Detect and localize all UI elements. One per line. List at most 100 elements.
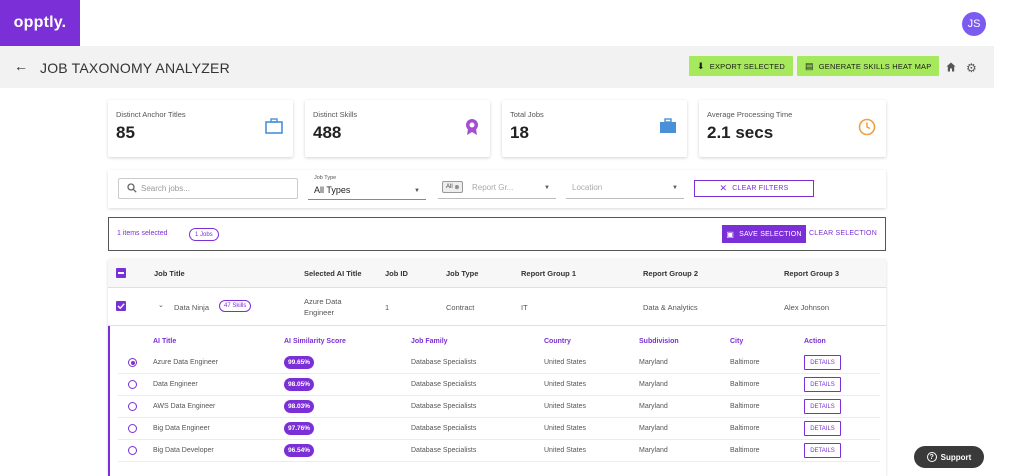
col-job-title[interactable]: Job Title [154,269,185,278]
subdivision: Maryland [639,359,668,366]
list-item[interactable]: AWS Data Engineer 98.03% Database Specia… [118,396,880,418]
briefcase-outline-icon [265,118,283,134]
save-icon: ▣ [726,229,735,239]
items-selected-text: 1 items selected [117,230,168,237]
job-type-cell: Contract [446,303,475,312]
skills-pill[interactable]: 47 Skills [219,300,252,312]
subcol-ai-title: AI Title [153,338,177,345]
home-icon[interactable] [946,62,956,72]
top-bar: opptly. JS [0,0,1024,46]
page-title: JOB TAXONOMY ANALYZER [40,60,230,76]
details-button[interactable]: DETAILS [804,377,841,392]
subcol-action: Action [804,338,826,345]
chevron-down-icon: ▼ [672,185,678,191]
country: United States [544,425,587,432]
job-type-select[interactable]: Job Type All Types ▼ [308,174,426,200]
stat-card-processing-time: Average Processing Time 2.1 secs [699,100,886,157]
clear-filters-label: CLEAR FILTERS [732,185,789,192]
stat-card-total-jobs: Total Jobs 18 [502,100,687,157]
search-input[interactable]: Search jobs... [118,178,298,199]
table-row[interactable]: ⌄ Data Ninja 47 Skills Azure Data Engine… [108,288,886,326]
clock-icon [858,118,876,136]
country: United States [544,447,587,454]
clear-filters-button[interactable]: ✕ CLEAR FILTERS [694,180,814,197]
ai-titles-subtable: AI Title AI Similarity Score Job Family … [108,326,886,476]
stat-label: Total Jobs [510,110,544,119]
list-item[interactable]: Big Data Engineer 97.76% Database Specia… [118,418,880,440]
search-icon [127,183,137,193]
generate-heatmap-button[interactable]: ▤ GENERATE SKILLS HEAT MAP [797,56,940,76]
help-icon: ? [926,452,937,462]
similarity-score-badge: 98.03% [284,400,315,413]
city: Baltimore [730,359,760,366]
subcol-job-family: Job Family [411,338,448,345]
support-button[interactable]: ? Support [914,446,984,468]
close-icon[interactable]: ⊗ [454,184,460,191]
radio-unselected[interactable] [128,380,137,389]
report-chip-label: All [446,184,453,190]
col-report-group-3[interactable]: Report Group 3 [784,269,840,278]
location-select[interactable]: Location ▼ [566,178,684,199]
col-job-type[interactable]: Job Type [446,269,479,278]
country: United States [544,359,587,366]
subdivision: Maryland [639,381,668,388]
stat-value: 2.1 secs [707,123,774,142]
chevron-down-icon[interactable]: ⌄ [158,302,164,309]
support-label: Support [940,452,972,462]
gear-icon[interactable]: ⚙ [966,61,977,75]
jobs-table: Job Title Selected AI Title Job ID Job T… [108,259,886,476]
arrow-left-icon[interactable]: ← [14,58,28,74]
row-checkbox[interactable] [116,301,126,311]
stat-label: Distinct Skills [313,110,358,119]
select-all-checkbox[interactable] [116,268,126,278]
details-button[interactable]: DETAILS [804,355,841,370]
city: Baltimore [730,381,760,388]
subcol-country: Country [544,338,571,345]
job-family: Database Specialists [411,425,477,432]
table-header: Job Title Selected AI Title Job ID Job T… [108,259,886,288]
city: Baltimore [730,447,760,454]
details-button[interactable]: DETAILS [804,421,841,436]
export-selected-label: EXPORT SELECTED [709,61,785,71]
city: Baltimore [730,403,760,410]
close-icon: ✕ [719,183,728,193]
ai-title: Big Data Developer [153,447,214,454]
radio-unselected[interactable] [128,402,137,411]
report-group-select[interactable]: All ⊗ Report Gr... ▼ [438,178,556,199]
briefcase-icon [660,118,676,133]
ai-title: Data Engineer [153,381,198,388]
details-button[interactable]: DETAILS [804,443,841,458]
save-selection-button[interactable]: ▣ SAVE SELECTION [722,225,806,243]
list-item[interactable]: Data Engineer 98.05% Database Specialist… [118,374,880,396]
job-family: Database Specialists [411,447,477,454]
report-group-placeholder: Report Gr... [472,183,514,192]
job-type-value: All Types [314,185,351,195]
save-selection-label: SAVE SELECTION [739,230,802,238]
col-selected-ai-title[interactable]: Selected AI Title [304,269,362,278]
list-item[interactable]: Big Data Developer 96.54% Database Speci… [118,440,880,462]
ai-title: AWS Data Engineer [153,403,216,410]
clear-selection-button[interactable]: CLEAR SELECTION [809,230,877,237]
report-chip[interactable]: All ⊗ [442,181,464,193]
export-selected-button[interactable]: ⬇ EXPORT SELECTED [689,56,793,76]
col-report-group-1[interactable]: Report Group 1 [521,269,577,278]
stat-value: 488 [313,123,342,142]
app-logo[interactable]: opptly. [0,0,80,46]
ai-title-cell-line2: Engineer [304,308,335,317]
stat-card-anchor-titles: Distinct Anchor Titles 85 [108,100,293,157]
stat-label: Distinct Anchor Titles [116,110,186,119]
radio-selected[interactable] [128,358,137,367]
ai-title-cell-line1: Azure Data [304,297,342,306]
similarity-score-badge: 97.76% [284,422,315,435]
list-item[interactable]: Azure Data Engineer 99.65% Database Spec… [118,352,880,374]
radio-unselected[interactable] [128,424,137,433]
subcol-subdivision: Subdivision [639,338,679,345]
details-button[interactable]: DETAILS [804,399,841,414]
col-job-id[interactable]: Job ID [385,269,408,278]
user-avatar[interactable]: JS [962,12,986,36]
subdivision: Maryland [639,403,668,410]
job-id-cell: 1 [385,303,390,312]
stat-value: 85 [116,123,135,142]
radio-unselected[interactable] [128,446,137,455]
col-report-group-2[interactable]: Report Group 2 [643,269,699,278]
